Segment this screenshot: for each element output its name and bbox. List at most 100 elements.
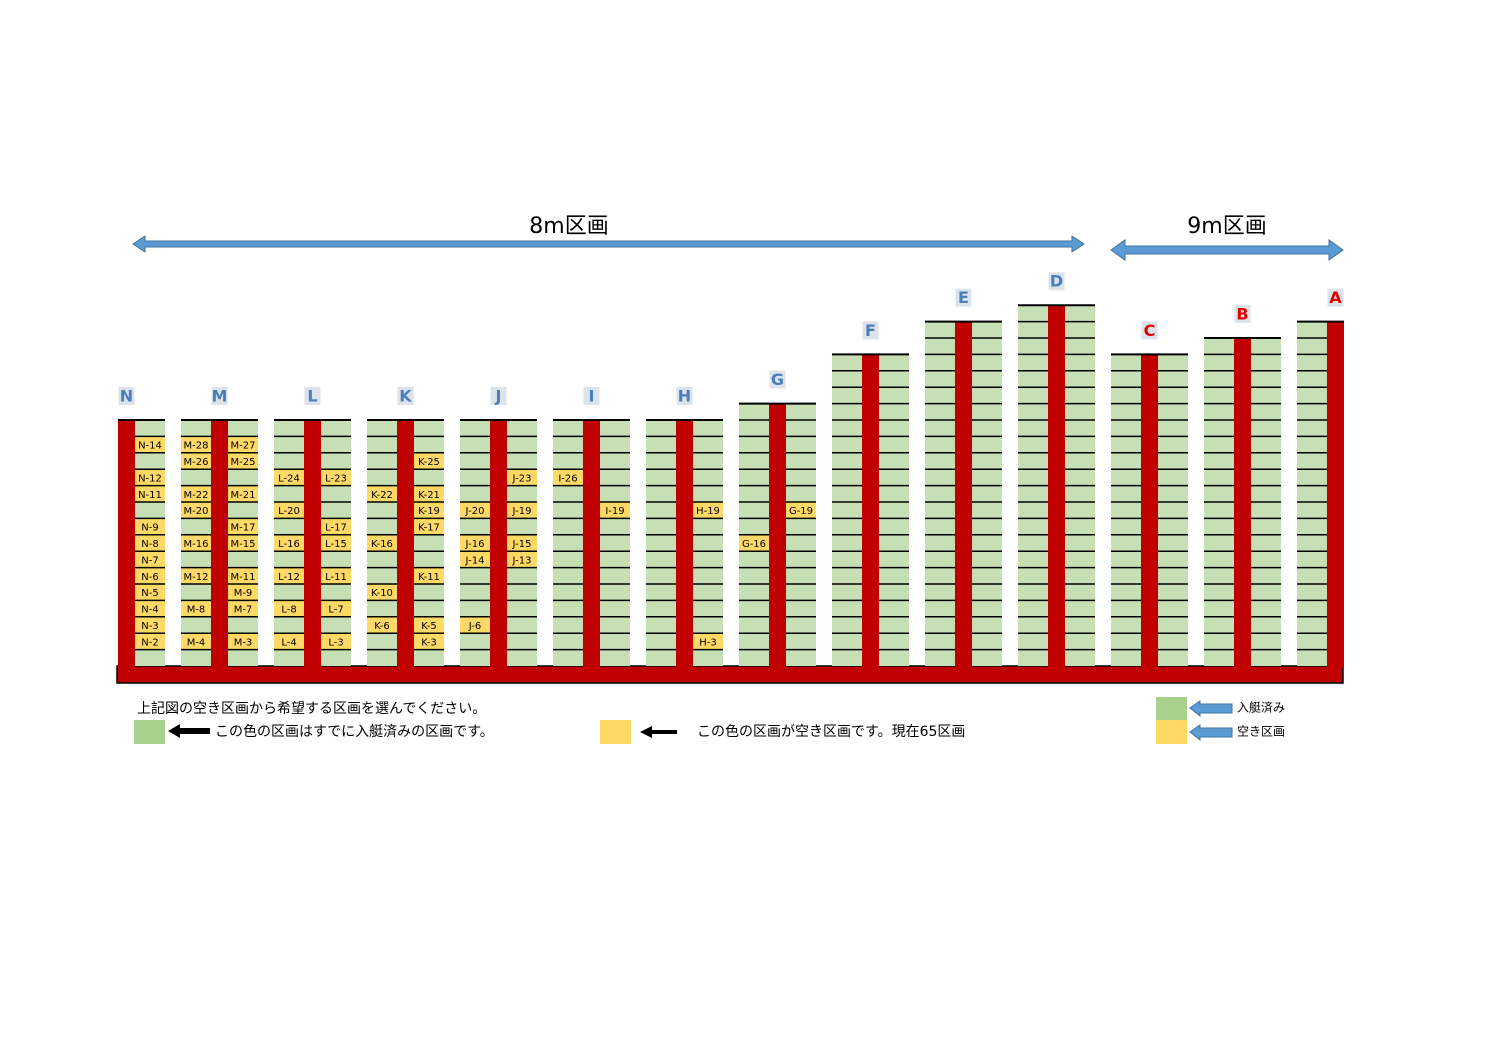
berth-occupied: [1158, 485, 1188, 502]
berth-occupied: [600, 485, 630, 502]
berth-occupied: [786, 649, 816, 666]
berth-occupied: [972, 551, 1002, 568]
berth-occupied: [1297, 321, 1327, 338]
berth-free: [274, 567, 304, 584]
berth-free: [274, 502, 304, 519]
pier-label: K: [399, 387, 412, 406]
berth-label: M-20: [184, 506, 209, 517]
berth-occupied: [832, 485, 862, 502]
berth-occupied: [1065, 616, 1095, 634]
berth-label: L-20: [278, 506, 300, 517]
berth-free: [507, 551, 537, 568]
berth-occupied: [228, 551, 258, 568]
berth-occupied: [553, 584, 583, 601]
berth-occupied: [879, 436, 909, 453]
berth-occupied: [414, 600, 444, 617]
berth-occupied: [414, 584, 444, 601]
pier-label: N: [120, 387, 133, 406]
berth-occupied: [879, 420, 909, 437]
pier: [1234, 338, 1251, 668]
legend-swatch-free: [600, 720, 631, 744]
berth-free: [228, 518, 258, 535]
berth-occupied: [832, 436, 862, 453]
berth-free: [274, 469, 304, 486]
berth-occupied: [181, 551, 211, 568]
berth-free: [228, 485, 258, 502]
berth-free: [321, 534, 351, 552]
berth-occupied: [600, 567, 630, 584]
berth-occupied: [786, 469, 816, 486]
pier-label: D: [1050, 272, 1063, 291]
berth-free: [181, 452, 211, 470]
pier: [1327, 321, 1344, 668]
berth-free: [228, 436, 258, 453]
berth-occupied: [1065, 452, 1095, 470]
berth-occupied: [553, 600, 583, 617]
berth-occupied: [1297, 485, 1327, 502]
berth-free: [228, 567, 258, 584]
berth-free: [321, 600, 351, 617]
berth-label: N-11: [138, 490, 162, 501]
berth-occupied: [507, 649, 537, 666]
pier-label: M: [212, 387, 228, 406]
berth-occupied: [1158, 354, 1188, 371]
berth-occupied: [1297, 354, 1327, 371]
legend-text: この色の区画が空き区画です。現在65区画: [697, 723, 965, 740]
berth-occupied: [367, 436, 397, 453]
berth-label: K-5: [421, 621, 436, 632]
berth-free: [181, 485, 211, 502]
berth-occupied: [553, 452, 583, 470]
berth-occupied: [786, 600, 816, 617]
legend-swatch-free: [1156, 720, 1187, 744]
berth-occupied: [1111, 600, 1141, 617]
berth-occupied: [600, 649, 630, 666]
berth-occupied: [832, 370, 862, 388]
berth-occupied: [1158, 633, 1188, 650]
berth-occupied: [1204, 452, 1234, 470]
berth-occupied: [1204, 534, 1234, 552]
berth-occupied: [553, 485, 583, 502]
berth-occupied: [321, 502, 351, 519]
berth-occupied: [460, 452, 490, 470]
berth-occupied: [367, 518, 397, 535]
berth-label: N-12: [138, 473, 162, 484]
berth-occupied: [1065, 551, 1095, 568]
berth-occupied: [1158, 387, 1188, 404]
berth-label: M-12: [184, 572, 209, 583]
berth-free: [135, 534, 165, 552]
berth-occupied: [1251, 469, 1281, 486]
arrow-8m: [132, 235, 1085, 253]
berth-free: [460, 551, 490, 568]
pier: [583, 420, 600, 668]
berth-free: [181, 567, 211, 584]
berth-label: L-15: [325, 539, 347, 550]
berth-occupied: [1111, 649, 1141, 666]
berth-occupied: [786, 567, 816, 584]
berth-occupied: [600, 420, 630, 437]
berth-occupied: [1297, 649, 1327, 666]
berth-occupied: [1018, 502, 1048, 519]
berth-label: L-17: [325, 523, 347, 534]
berth-occupied: [925, 534, 955, 552]
berth-occupied: [1204, 502, 1234, 519]
berth-occupied: [739, 600, 769, 617]
berth-occupied: [553, 534, 583, 552]
berth-occupied: [739, 420, 769, 437]
berth-label: J-23: [512, 473, 532, 484]
berth-occupied: [1158, 600, 1188, 617]
berth-free: [460, 534, 490, 552]
pier: [397, 420, 414, 668]
berth-occupied: [925, 370, 955, 388]
berth-occupied: [1251, 534, 1281, 552]
berth-occupied: [1297, 436, 1327, 453]
berth-occupied: [925, 403, 955, 420]
pier: [1048, 305, 1065, 668]
berth-occupied: [1111, 370, 1141, 388]
berth-occupied: [228, 420, 258, 437]
berth-occupied: [925, 387, 955, 404]
berth-free: [274, 534, 304, 552]
berth-occupied: [181, 420, 211, 437]
berth-occupied: [972, 436, 1002, 453]
berth-occupied: [553, 551, 583, 568]
berth-occupied: [786, 436, 816, 453]
